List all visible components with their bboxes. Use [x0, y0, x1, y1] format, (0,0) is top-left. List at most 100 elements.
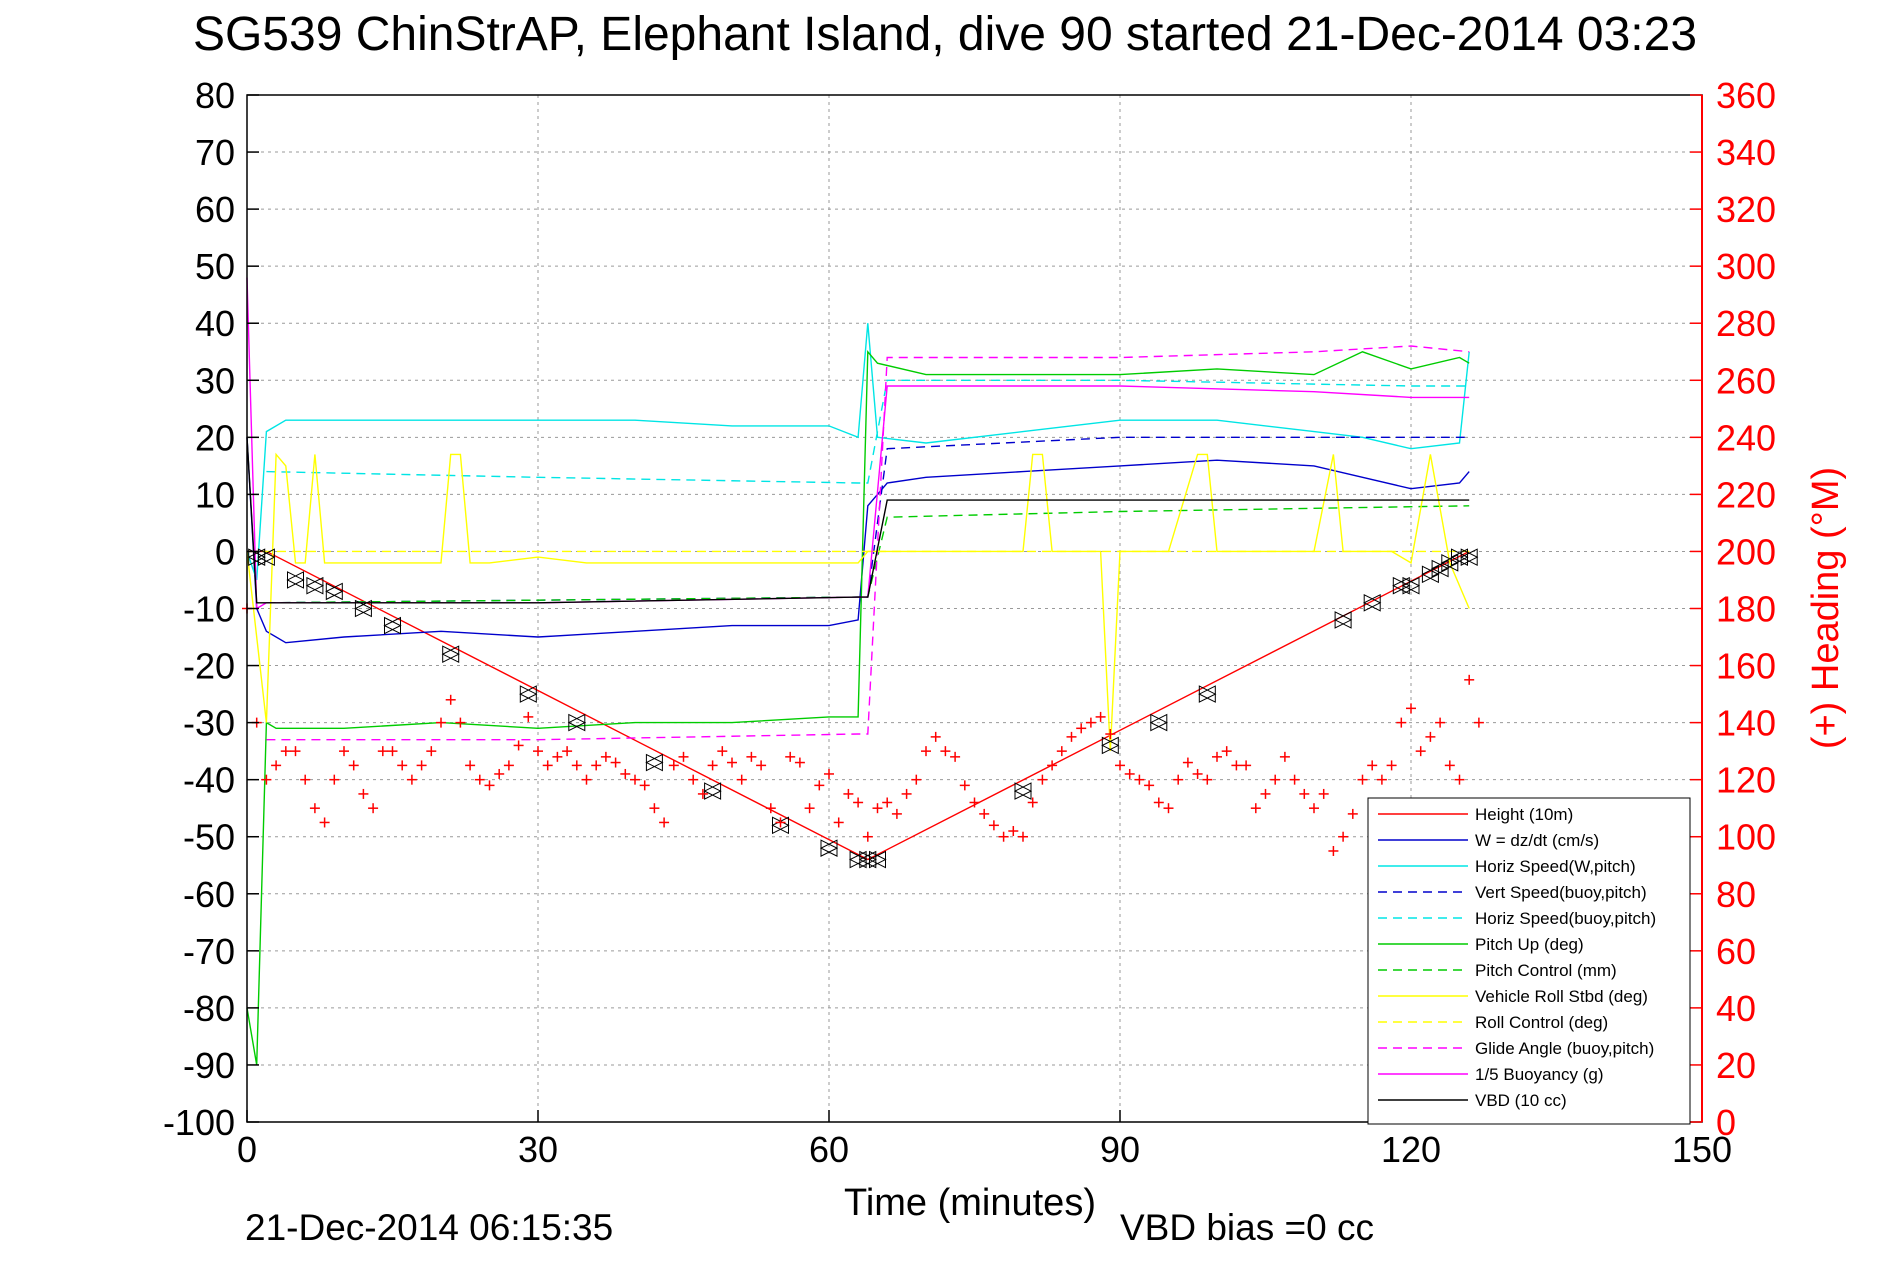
y-tick-label: 50 — [195, 246, 235, 287]
x-tick-label: 0 — [237, 1129, 257, 1170]
y-tick-label: 0 — [215, 531, 235, 572]
y2-tick-label: 140 — [1716, 703, 1776, 744]
heading-point — [1163, 803, 1174, 814]
x-axis: 0 30 60 90 120 150 — [237, 1110, 1732, 1170]
y-tick-label: -80 — [183, 988, 235, 1029]
heading-point — [503, 760, 514, 771]
heading-point — [1338, 831, 1349, 842]
y-tick-label: -30 — [183, 703, 235, 744]
heading-point — [882, 797, 893, 808]
heading-point — [862, 831, 873, 842]
heading-point — [891, 808, 902, 819]
y-tick-label: 40 — [195, 303, 235, 344]
series-line-6 — [266, 505, 1470, 604]
heading-point — [1357, 774, 1368, 785]
heading-point — [1347, 808, 1358, 819]
x-tick-label: 90 — [1100, 1129, 1140, 1170]
y-tick-label: -40 — [183, 760, 235, 801]
series-layer — [246, 277, 1470, 1066]
heading-point — [940, 746, 951, 757]
heading-point — [1212, 751, 1222, 762]
heading-point — [1435, 717, 1446, 728]
series-line-3 — [266, 436, 1470, 604]
heading-point — [1464, 674, 1475, 685]
height-marker-left — [354, 599, 372, 618]
height-marker-left — [325, 582, 343, 601]
legend-label: W = dz/dt (cm/s) — [1475, 831, 1599, 850]
heading-point — [1115, 760, 1125, 771]
heading-point — [339, 746, 349, 757]
heading-point — [853, 797, 864, 808]
y2-tick-label: 80 — [1716, 874, 1756, 915]
height-marker-left — [286, 571, 304, 589]
heading-point — [1027, 797, 1038, 808]
heading-point — [775, 817, 786, 828]
heading-point — [387, 746, 398, 757]
y-tick-label: -90 — [183, 1045, 235, 1086]
legend-label: Roll Control (deg) — [1475, 1013, 1608, 1032]
heading-point — [552, 751, 563, 762]
heading-point — [513, 740, 524, 751]
y-tick-label: 10 — [195, 474, 235, 515]
heading-point — [1037, 774, 1048, 785]
legend-label: Pitch Up (deg) — [1475, 935, 1584, 954]
heading-point — [1299, 788, 1310, 799]
legend-label: Horiz Speed(buoy,pitch) — [1475, 909, 1656, 928]
heading-point — [1406, 703, 1416, 714]
height-marker-left — [247, 548, 266, 566]
x-tick-label: 150 — [1672, 1129, 1732, 1170]
height-marker-left — [1149, 713, 1168, 732]
y2-tick-label: 160 — [1716, 646, 1776, 687]
heading-point — [436, 717, 446, 728]
height-marker-left — [703, 782, 722, 800]
heading-point — [523, 711, 534, 722]
height-marker-left — [1430, 559, 1449, 578]
height-marker-left — [257, 548, 275, 566]
legend-label: Vehicle Roll Stbd (deg) — [1475, 987, 1648, 1006]
y2-tick-label: 0 — [1716, 1102, 1736, 1143]
heading-point — [824, 768, 834, 779]
heading-layer — [242, 603, 1484, 856]
heading-point — [998, 831, 1009, 842]
heading-point — [1085, 717, 1096, 728]
height-marker-left — [848, 850, 867, 869]
y2-tick-label: 360 — [1716, 75, 1776, 116]
heading-point — [1396, 717, 1407, 728]
footer-vbd-bias: VBD bias =0 cc — [1120, 1207, 1374, 1248]
heading-point — [1105, 729, 1116, 740]
y2-axis-label: (+) Heading (°M) — [1805, 467, 1847, 749]
heading-point — [1260, 788, 1271, 799]
heading-point — [1241, 760, 1252, 771]
heading-point — [319, 817, 330, 828]
height-marker-left — [519, 685, 537, 703]
heading-point — [484, 780, 495, 791]
y-tick-label: 30 — [195, 360, 235, 401]
heading-point — [581, 774, 592, 785]
heading-point — [1367, 760, 1378, 771]
y-tick-label: 80 — [195, 75, 235, 116]
heading-point — [1376, 774, 1387, 785]
y2-tick-label: 20 — [1716, 1045, 1756, 1086]
height-marker-left — [383, 616, 401, 635]
legend-label: Glide Angle (buoy,pitch) — [1475, 1039, 1654, 1058]
heading-point — [329, 774, 340, 785]
heading-point — [591, 760, 602, 771]
y2-tick-label: 100 — [1716, 817, 1776, 858]
y2-tick-label: 300 — [1716, 246, 1776, 287]
heading-point — [1124, 768, 1135, 779]
y-axis-left: 80 70 60 50 40 30 20 10 0 -10 -20 -30 -40 -50 -60 -70 -8… — [163, 75, 259, 1143]
height-marker-right — [1363, 593, 1382, 612]
height-marker-left — [1101, 736, 1119, 755]
y2-tick-label: 240 — [1716, 417, 1776, 458]
heading-point — [1231, 760, 1242, 771]
heading-point — [1076, 723, 1087, 734]
heading-point — [1386, 760, 1397, 771]
heading-point — [1047, 760, 1058, 771]
heading-point — [697, 788, 708, 799]
height-marker-left — [441, 645, 460, 663]
legend: Height (10m) W = dz/dt (cm/s) Horiz Speed(… — [1367, 797, 1691, 1125]
y-tick-label: 70 — [195, 132, 235, 173]
heading-point — [368, 803, 379, 814]
x-tick-label: 60 — [809, 1129, 849, 1170]
